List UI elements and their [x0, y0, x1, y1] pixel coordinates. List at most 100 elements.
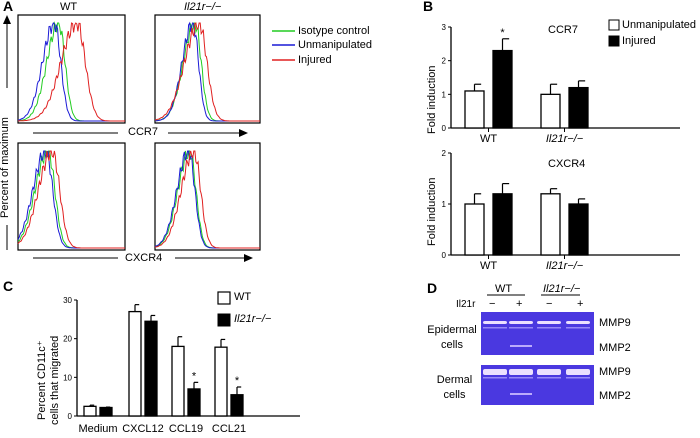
- gel-1-label: Epidermal cells: [427, 324, 477, 351]
- d-row-label: Il21r: [456, 299, 476, 310]
- gel-2-label: Dermal cells: [436, 374, 473, 401]
- a-y-label: Percent of maximum: [0, 117, 11, 218]
- b1-y-tick-label: 1: [442, 90, 447, 99]
- b-legend-swatch-unmanipulated: [608, 19, 620, 31]
- histogram-curve-unmanipulated: [17, 150, 125, 249]
- c-significance-mark: *: [192, 370, 197, 382]
- c-x-tick-label: CCL19: [169, 423, 203, 435]
- band-mmp9: [566, 369, 590, 375]
- d-group-wt: WT: [495, 283, 513, 295]
- ccr7-arrow-icon: [239, 129, 248, 137]
- b1-x-tick-label: WT: [480, 133, 497, 145]
- panel-a-label: A: [3, 0, 14, 14]
- legend-injured: Injured: [298, 54, 332, 66]
- b1-y-tick-label: 2: [442, 57, 447, 66]
- c-y-label-2: cells that migrated: [49, 335, 61, 425]
- b2-x-tick-label: WT: [480, 260, 497, 272]
- histogram-box: [17, 14, 126, 124]
- b1-y-label: Fold induction: [426, 65, 438, 135]
- band-faint: [483, 377, 507, 379]
- c-bar-2-0: [171, 345, 185, 417]
- gel-1-band-mmp2: MMP2: [599, 342, 631, 354]
- c-bar-0-0: [83, 405, 97, 417]
- band-faint: [537, 377, 561, 379]
- lane-sign-2: +: [516, 298, 523, 310]
- b2-bar-0-1: [492, 193, 513, 256]
- lane-sign-3: −: [546, 298, 553, 310]
- b2-y-tick-label: 0: [442, 251, 447, 260]
- histogram-box: [154, 142, 261, 251]
- c-bar-3-1: [230, 394, 244, 417]
- histogram-curve-injured: [154, 22, 260, 122]
- gel-1: [481, 312, 594, 355]
- band-faint: [509, 327, 533, 329]
- b1-y-tick-label: 0: [442, 124, 447, 133]
- legend-isotype: Isotype control: [298, 25, 370, 37]
- b2-y-label: Fold induction: [426, 177, 438, 247]
- c-bar-1-0: [128, 310, 142, 417]
- band-mmp2: [510, 393, 532, 395]
- c-legend-swatch-ko: [217, 313, 231, 327]
- b1-bar-1-1: [568, 86, 589, 129]
- c-x-tick-label: Medium: [78, 423, 117, 435]
- ccr7-axis-label: CCR7: [128, 126, 158, 138]
- b1-title: CCR7: [548, 24, 578, 36]
- histogram-curve-isotype-control: [17, 149, 125, 249]
- band-faint: [537, 327, 561, 329]
- c-y-tick-label: 30: [63, 296, 72, 305]
- band-mmp9: [483, 321, 507, 324]
- c-bar-3-0: [214, 346, 228, 417]
- c-bar-0-1: [99, 406, 113, 417]
- d-group-ko: Il21r−/−: [543, 283, 581, 295]
- band-faint: [509, 377, 533, 379]
- gel-2-band-mmp2: MMP2: [599, 390, 631, 402]
- b-legend-swatch-injured: [608, 35, 620, 47]
- lane-sign-1: −: [489, 298, 496, 310]
- gel-2-band-mmp9: MMP9: [599, 366, 631, 378]
- band-mmp9: [537, 369, 561, 375]
- c-x-tick-label: CCL21: [212, 423, 246, 435]
- band-mmp9: [566, 321, 590, 324]
- b2-title: CXCR4: [548, 158, 586, 170]
- col-label-ko: Il21r−/−: [184, 1, 222, 13]
- c-y-tick-label: 0: [68, 412, 73, 421]
- histogram-box: [154, 14, 261, 124]
- b-legend-injured: Injured: [622, 35, 656, 47]
- band-mmp9: [537, 321, 561, 324]
- col-label-wt: WT: [60, 1, 78, 13]
- band-faint: [483, 327, 507, 329]
- histogram-box: [17, 142, 126, 251]
- b2-bar-1-1: [568, 203, 589, 256]
- band-mmp9: [509, 321, 533, 324]
- band-mmp2: [510, 345, 532, 347]
- b1-significance-mark: *: [500, 27, 505, 39]
- band-mmp9: [483, 369, 507, 375]
- y-arrow-icon: [3, 15, 11, 24]
- c-legend-wt: WT: [234, 291, 252, 303]
- band-faint: [566, 327, 590, 329]
- cxcr4-arrow-icon: [244, 254, 253, 262]
- c-significance-mark: *: [235, 375, 240, 387]
- c-bar-2-1: [187, 388, 201, 417]
- b2-bar-0-0: [464, 203, 485, 256]
- b2-y-tick-label: 1: [442, 200, 447, 209]
- c-y-tick-label: 20: [63, 335, 72, 344]
- c-legend-swatch-wt: [217, 291, 231, 305]
- panel-c-label: C: [3, 278, 14, 294]
- c-y-tick-label: 10: [63, 373, 72, 382]
- c-bar-1-1: [144, 320, 158, 417]
- c-x-tick-label: CXCL12: [122, 423, 164, 435]
- histogram-curve-isotype-control: [17, 21, 125, 122]
- c-legend-ko: Il21r−/−: [234, 313, 272, 325]
- b1-bar-0-1: [492, 49, 513, 129]
- b-legend-unmanipulated: Unmanipulated: [622, 19, 696, 31]
- gel-1-band-mmp9: MMP9: [599, 317, 631, 329]
- b2-bar-1-0: [540, 193, 561, 256]
- panel-d-label: D: [427, 280, 438, 296]
- lane-sign-4: +: [577, 298, 584, 310]
- cxcr4-axis-label: CXCR4: [125, 252, 163, 264]
- histogram-curve-injured: [17, 150, 125, 249]
- b1-bar-0-0: [464, 90, 485, 129]
